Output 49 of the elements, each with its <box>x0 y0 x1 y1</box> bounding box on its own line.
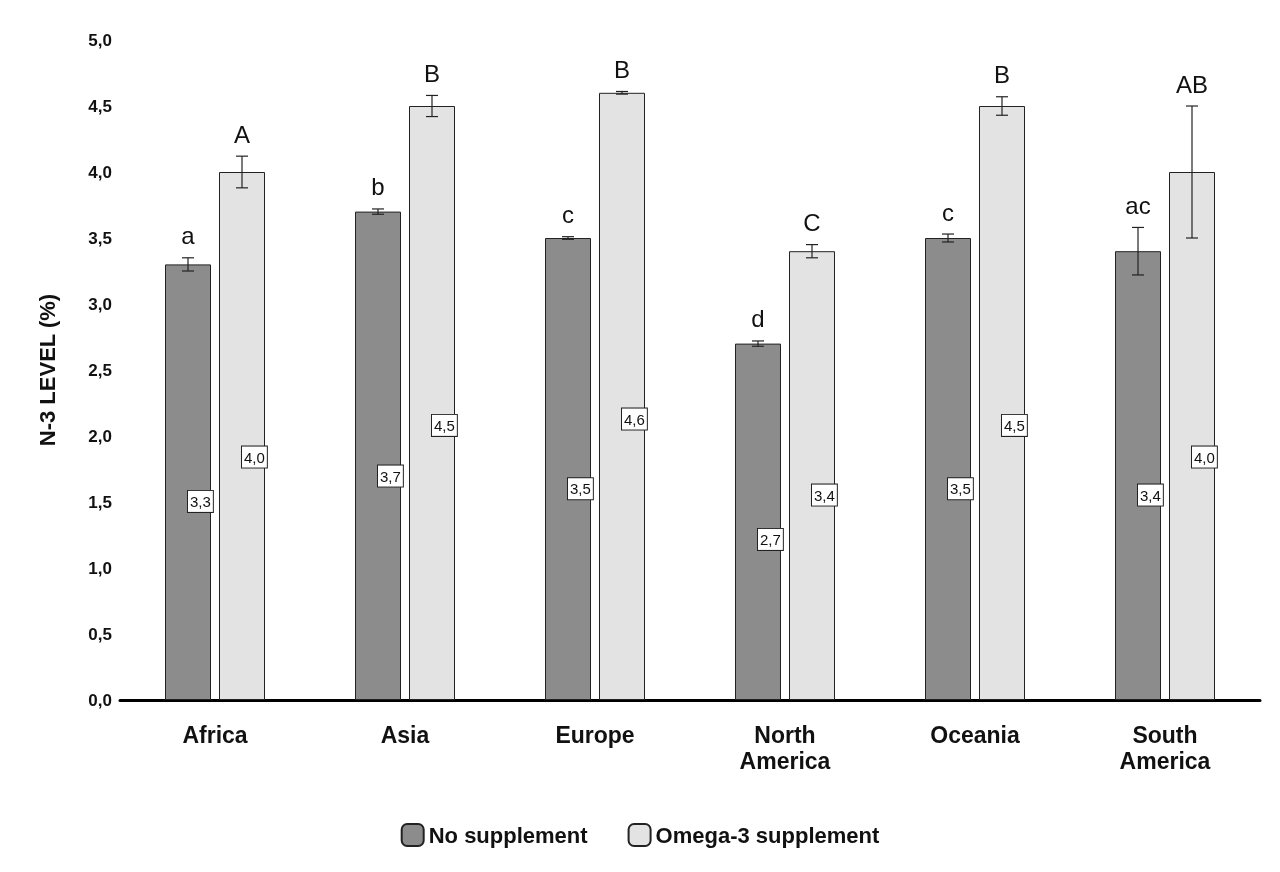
x-tick-label: Asia <box>380 722 430 748</box>
annotation: c <box>942 198 954 226</box>
annotation: c <box>562 201 574 229</box>
y-tick-label: 2,0 <box>88 426 112 446</box>
bar <box>599 92 645 700</box>
annotation: A <box>233 120 251 148</box>
annotation: b <box>371 173 385 201</box>
annotation: B <box>423 59 441 87</box>
data-label: 3,7 <box>380 467 401 485</box>
bar <box>545 238 591 700</box>
legend-label: No supplement <box>428 822 589 848</box>
annotation: B <box>993 61 1011 89</box>
annotation: a <box>181 222 196 250</box>
data-label: 2,7 <box>760 530 781 548</box>
y-tick-label: 4,0 <box>88 162 112 182</box>
y-tick-label: 1,5 <box>88 492 112 512</box>
data-label: 4,5 <box>434 416 455 434</box>
annotation: C <box>803 209 821 237</box>
annotation: ac <box>1125 191 1151 219</box>
y-tick-label: 3,0 <box>88 294 112 314</box>
data-label: 3,5 <box>950 480 971 498</box>
y-tick-label: 1,0 <box>88 558 112 578</box>
x-tick-label: North America <box>739 722 831 774</box>
x-tick-label: South America <box>1119 722 1211 774</box>
data-label: 4,0 <box>244 448 265 466</box>
data-label: 3,3 <box>190 492 211 510</box>
y-tick-label: 0,5 <box>88 624 112 644</box>
y-axis-title: N-3 LEVEL (%) <box>34 293 60 447</box>
data-label: 3,5 <box>570 480 591 498</box>
y-tick-label: 5,0 <box>88 30 112 50</box>
data-label: 3,4 <box>814 486 835 504</box>
bar <box>355 211 401 700</box>
data-label: 4,5 <box>1004 416 1025 434</box>
data-label: 4,0 <box>1194 448 1215 466</box>
bar <box>925 238 971 700</box>
legend-label: Omega-3 supplement <box>655 822 880 848</box>
annotation: d <box>751 305 765 333</box>
x-tick-label: Europe <box>555 722 635 748</box>
data-label: 4,6 <box>624 410 645 428</box>
annotation: B <box>613 55 631 83</box>
data-label: 3,4 <box>1140 486 1161 504</box>
y-tick-label: 4,5 <box>88 96 112 116</box>
y-tick-label: 0,0 <box>88 690 112 710</box>
x-tick-label: Oceania <box>930 722 1020 748</box>
x-tick-label: Africa <box>182 722 248 748</box>
y-tick-label: 3,5 <box>88 228 112 248</box>
y-tick-label: 2,5 <box>88 360 112 380</box>
annotation: AB <box>1175 70 1209 98</box>
bar <box>735 343 781 700</box>
